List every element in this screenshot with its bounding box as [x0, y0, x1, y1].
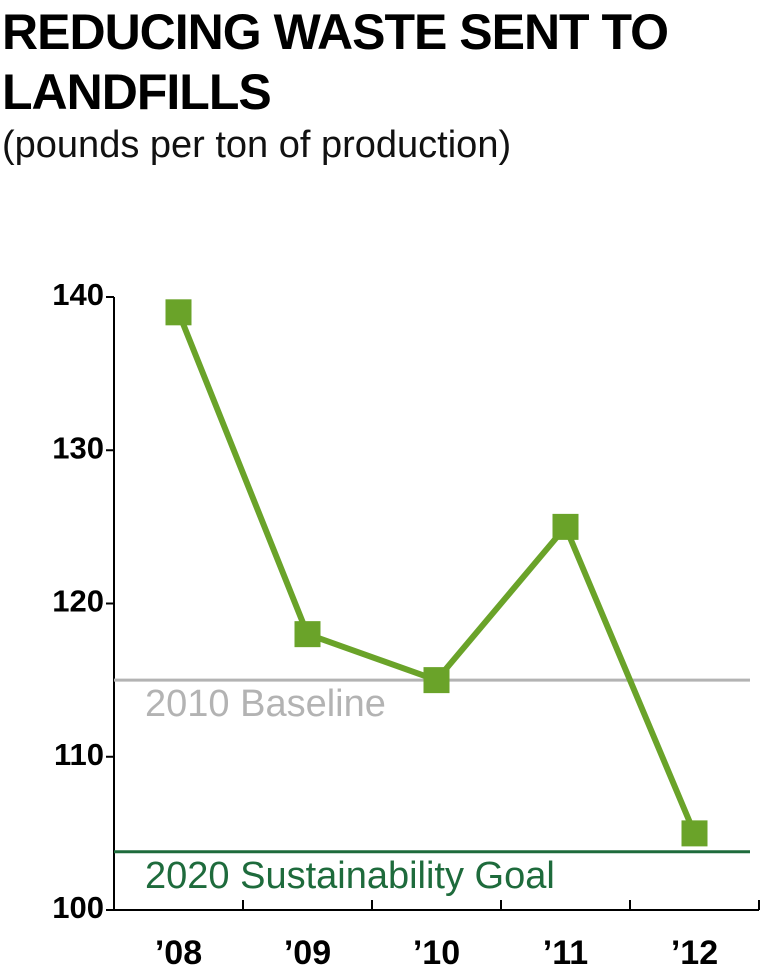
x-tick-label: ’09	[284, 934, 331, 972]
data-point	[423, 667, 450, 694]
reference-label: 2020 Sustainability Goal	[145, 855, 555, 897]
chart-title: REDUCING WASTE SENT TO LANDFILLS	[2, 4, 669, 120]
reference-label: 2010 Baseline	[145, 683, 386, 725]
x-tick-label: ’08	[155, 934, 202, 972]
data-point	[552, 513, 579, 540]
y-tick-label: 120	[52, 584, 104, 619]
data-point	[165, 299, 192, 326]
data-point	[681, 820, 708, 847]
x-tick-label: ’12	[671, 934, 718, 972]
y-tick-label: 110	[54, 737, 104, 772]
y-tick-label: 100	[52, 890, 104, 925]
x-tick-label: ’11	[543, 934, 588, 972]
chart-subtitle: (pounds per ton of production)	[2, 124, 512, 166]
data-point	[294, 621, 321, 648]
y-tick-label: 130	[52, 430, 104, 465]
data-line	[175, 311, 698, 835]
x-tick-label: ’10	[413, 934, 460, 972]
y-tick-label: 140	[52, 277, 104, 312]
